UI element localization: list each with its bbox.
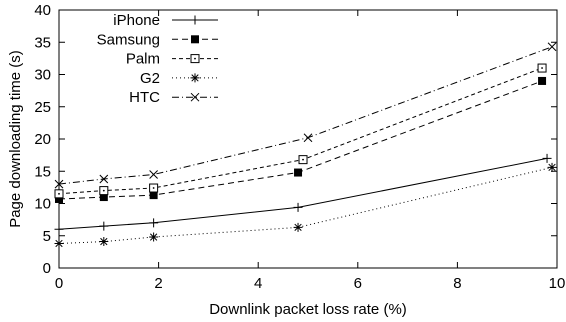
data-point-marker [54, 179, 64, 189]
x-tick-label: 0 [55, 275, 63, 292]
y-tick-label: 30 [34, 67, 51, 84]
data-point-marker [149, 170, 158, 179]
data-point-marker [99, 221, 109, 231]
legend-label: iPhone [113, 12, 160, 29]
data-point-marker [54, 224, 64, 234]
data-point-marker [99, 193, 108, 202]
plot-frame [58, 9, 558, 269]
data-point-marker [303, 133, 313, 143]
y-tick-label: 0 [43, 260, 51, 277]
series-line-htc [58, 46, 553, 185]
x-tick-label: 6 [354, 275, 362, 292]
y-tick-label: 40 [34, 2, 51, 19]
data-point-marker [542, 153, 552, 163]
plot-border [58, 9, 558, 269]
data-point-marker [191, 35, 199, 44]
y-tick-label: 35 [34, 34, 51, 51]
y-tick-label: 5 [43, 228, 51, 245]
data-point-marker [99, 186, 109, 196]
x-tick-label: 2 [154, 275, 162, 292]
data-point-marker [293, 222, 303, 232]
data-point-marker [190, 15, 200, 25]
legend: iPhone Samsung Palm G2 HTC [97, 12, 218, 106]
y-tick-label: 10 [34, 196, 51, 213]
data-point-marker [55, 194, 63, 203]
series-line-iphone [58, 157, 548, 230]
data-point-marker [149, 218, 159, 228]
data-point-marker [538, 76, 547, 85]
data-point-marker [54, 189, 64, 199]
y-tick-label: 20 [34, 131, 51, 148]
y-tick-label: 15 [34, 163, 51, 180]
y-tick-label: 25 [34, 99, 51, 116]
series-lines [58, 46, 553, 244]
data-point-marker [190, 54, 200, 64]
data-point-marker [149, 183, 159, 193]
data-point-marker [298, 155, 308, 165]
data-point-marker [547, 162, 557, 172]
data-point-marker [99, 237, 109, 247]
legend-label: Palm [126, 51, 160, 68]
x-tick-label: 10 [549, 275, 566, 292]
x-tick-label: 8 [453, 275, 461, 292]
y-axis-label: Page downloading time (s) [7, 50, 24, 228]
data-point-marker [149, 191, 158, 200]
data-point-marker [99, 174, 109, 184]
legend-label: HTC [129, 89, 160, 106]
x-axis-label: Downlink packet loss rate (%) [209, 301, 407, 318]
data-point-marker [149, 232, 159, 242]
data-point-marker [293, 202, 303, 212]
data-point-marker [190, 73, 200, 83]
data-point-marker [537, 63, 547, 73]
legend-label: Samsung [97, 31, 160, 48]
legend-label: G2 [140, 70, 160, 87]
data-point-marker [54, 238, 64, 248]
data-point-marker [547, 42, 557, 52]
series-markers [54, 42, 557, 248]
axis-ticks: 0 5 10 15 20 25 30 35 40 0 2 4 6 8 10 [34, 2, 565, 292]
data-point-marker [294, 168, 303, 177]
x-tick-label: 4 [254, 275, 262, 292]
data-point-marker [190, 92, 200, 102]
